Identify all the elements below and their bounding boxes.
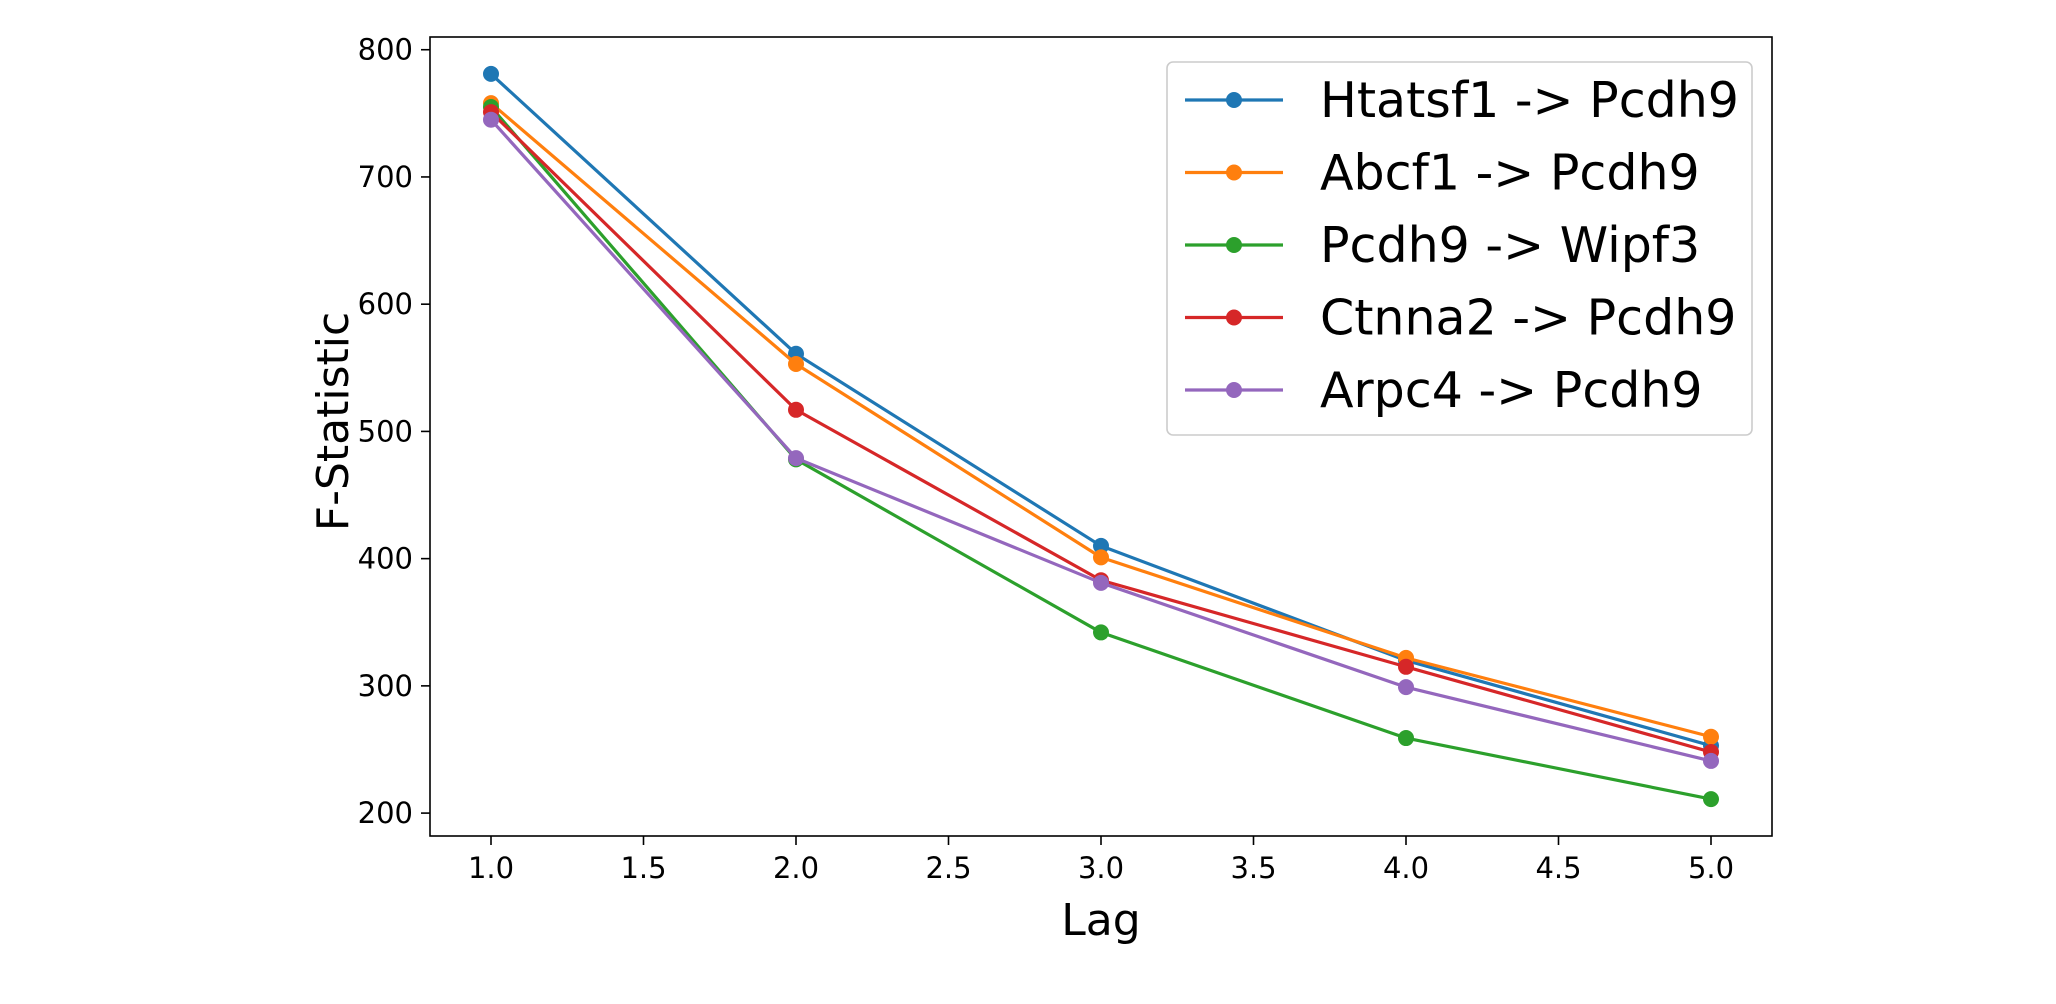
data-point-htatsf1-pcdh9 xyxy=(1093,537,1109,554)
data-point-htatsf1-pcdh9 xyxy=(483,65,499,82)
data-point-ctnna2-pcdh9 xyxy=(788,401,804,418)
legend-label: Pcdh9 -> Wipf3 xyxy=(1320,217,1700,274)
y-tick-label: 500 xyxy=(358,414,413,448)
data-point-arpc4-pcdh9 xyxy=(483,111,499,128)
x-tick-label: 1.0 xyxy=(468,851,514,885)
data-point-arpc4-pcdh9 xyxy=(788,450,804,467)
data-point-arpc4-pcdh9 xyxy=(1398,679,1414,696)
legend-marker xyxy=(1226,309,1242,326)
legend-label: Arpc4 -> Pcdh9 xyxy=(1320,362,1703,419)
y-tick-label: 400 xyxy=(358,542,413,576)
data-point-arpc4-pcdh9 xyxy=(1093,574,1109,591)
x-tick-label: 2.5 xyxy=(925,851,971,885)
x-tick-label: 1.5 xyxy=(620,851,666,885)
x-axis-ticks: 1.0 1.5 2.0 2.5 3.0 3.5 4.0 4.5 5.0 xyxy=(468,836,1734,885)
y-tick-label: 200 xyxy=(358,796,413,830)
legend-label: Ctnna2 -> Pcdh9 xyxy=(1320,290,1736,347)
x-tick-label: 4.0 xyxy=(1383,851,1429,885)
data-point-arpc4-pcdh9 xyxy=(1703,752,1719,769)
x-tick-label: 4.5 xyxy=(1535,851,1581,885)
y-tick-label: 600 xyxy=(358,287,413,321)
data-point-abcf1-pcdh9 xyxy=(1703,728,1719,745)
data-point-abcf1-pcdh9 xyxy=(788,355,804,372)
data-point-pcdh9-wipf3 xyxy=(1398,730,1414,747)
legend-marker xyxy=(1226,92,1242,108)
data-point-pcdh9-wipf3 xyxy=(1093,624,1109,641)
legend-marker xyxy=(1226,237,1242,253)
y-tick-label: 700 xyxy=(358,160,413,194)
legend-marker xyxy=(1226,164,1242,181)
x-tick-label: 2.0 xyxy=(773,851,819,885)
legend: Htatsf1 -> Pcdh9 Abcf1 -> Pcdh9 Pcdh9 -> W… xyxy=(1166,61,1753,436)
x-tick-label: 3.5 xyxy=(1230,851,1276,885)
x-axis-title: Lag xyxy=(1061,895,1140,946)
x-tick-label: 5.0 xyxy=(1688,851,1734,885)
data-point-abcf1-pcdh9 xyxy=(1093,549,1109,566)
data-point-pcdh9-wipf3 xyxy=(1703,791,1719,808)
legend-box xyxy=(1166,61,1753,436)
y-axis-title: F-Statistic xyxy=(308,312,359,531)
data-point-ctnna2-pcdh9 xyxy=(1398,658,1414,675)
y-axis-ticks: 200 300 400 500 600 700 800 xyxy=(358,33,430,830)
legend-label: Abcf1 -> Pcdh9 xyxy=(1320,145,1700,202)
y-tick-label: 800 xyxy=(358,33,413,67)
x-tick-label: 3.0 xyxy=(1078,851,1124,885)
legend-marker xyxy=(1226,382,1242,398)
legend-label: Htatsf1 -> Pcdh9 xyxy=(1320,72,1739,129)
y-tick-label: 300 xyxy=(358,669,413,703)
series-layer xyxy=(483,65,1719,808)
